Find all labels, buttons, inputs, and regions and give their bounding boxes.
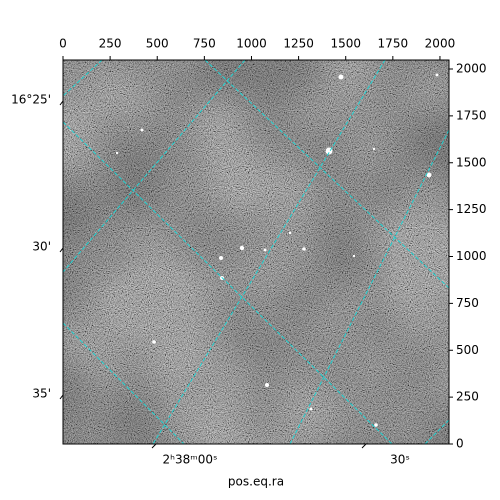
dec-tick-label: 35' <box>32 387 51 401</box>
y-tick-label: 500 <box>456 343 479 357</box>
x-tick-label: 1250 <box>283 37 314 51</box>
sky-image <box>63 60 449 444</box>
dec-tick-label: 16°25' <box>11 93 51 107</box>
y-tick-label: 1500 <box>456 155 487 169</box>
ra-tick <box>151 443 157 449</box>
dec-tick <box>59 100 64 106</box>
ra-tick <box>361 443 367 449</box>
x-tick-label: 750 <box>193 37 216 51</box>
x-tick-label: 250 <box>99 37 122 51</box>
grid-line <box>289 129 449 444</box>
grid-line <box>63 121 393 444</box>
dec-tick-label: 30' <box>32 240 51 254</box>
y-tick-label: 2000 <box>456 62 487 76</box>
grid-line <box>63 60 246 273</box>
y-tick-label: 750 <box>456 296 479 310</box>
x-axis-label: pos.eq.ra <box>228 475 284 489</box>
y-tick-label: 1250 <box>456 202 487 216</box>
ra-tick-label: 2ʰ38ᵐ00ˢ <box>163 453 218 467</box>
y-tick-label: 250 <box>456 390 479 404</box>
grid-line <box>63 60 103 97</box>
dec-tick <box>59 247 64 253</box>
grid-line <box>204 60 449 289</box>
ra-tick-label: 30ˢ <box>390 453 410 467</box>
x-tick-label: 1750 <box>378 37 409 51</box>
y-tick-label: 1000 <box>456 249 487 263</box>
grid-line <box>152 60 386 444</box>
coordinate-grid <box>63 60 449 444</box>
stars <box>115 73 439 427</box>
x-tick-label: 500 <box>146 37 169 51</box>
axes-frame <box>62 59 450 445</box>
grid-line <box>63 322 185 444</box>
y-tick-label: 1750 <box>456 108 487 122</box>
x-tick-label: 1500 <box>330 37 361 51</box>
x-tick-label: 0 <box>59 37 67 51</box>
x-tick-label: 2000 <box>425 37 456 51</box>
x-tick-label: 1000 <box>236 37 267 51</box>
dec-tick <box>59 394 64 400</box>
y-tick-label: 0 <box>456 437 464 451</box>
